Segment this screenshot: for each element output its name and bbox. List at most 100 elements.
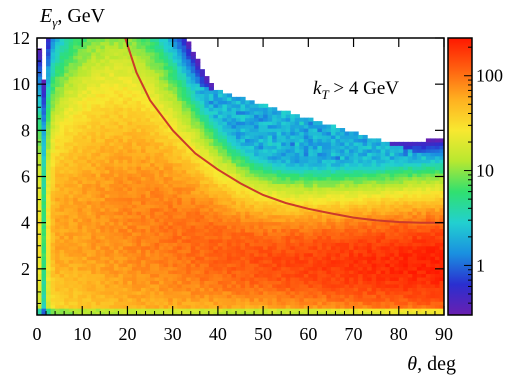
heatmap-cell xyxy=(281,224,287,230)
heatmap-cell xyxy=(285,228,291,233)
heatmap-cell xyxy=(208,228,214,233)
heatmap-cell xyxy=(181,86,187,91)
heatmap-cell xyxy=(330,245,337,250)
heatmap-cell xyxy=(353,152,359,157)
heatmap-cell xyxy=(339,283,346,288)
heatmap-cell xyxy=(150,221,156,226)
heatmap-cell xyxy=(349,173,355,178)
heatmap-cell xyxy=(50,283,56,288)
heatmap-cell xyxy=(59,269,65,275)
heatmap-cell xyxy=(330,186,337,191)
heatmap-cell xyxy=(235,235,242,240)
heatmap-cell xyxy=(159,51,165,56)
heatmap-cell xyxy=(303,280,309,285)
heatmap-cell xyxy=(64,311,70,315)
heatmap-cell xyxy=(145,96,151,101)
heatmap-cell xyxy=(136,58,142,63)
heatmap-cell xyxy=(172,186,178,191)
heatmap-cell xyxy=(172,124,178,129)
heatmap-cell xyxy=(68,117,74,122)
heatmap-cell xyxy=(276,197,282,202)
heatmap-cell xyxy=(150,224,156,230)
heatmap-cell xyxy=(131,218,138,223)
heatmap-cell xyxy=(59,96,65,101)
heatmap-cell xyxy=(208,96,214,101)
heatmap-cell xyxy=(240,162,246,167)
heatmap-cell xyxy=(240,214,246,219)
heatmap-cell xyxy=(308,211,314,216)
heatmap-cell xyxy=(86,100,92,105)
heatmap-cell xyxy=(104,107,110,112)
heatmap-cell xyxy=(127,138,133,143)
heatmap-cell xyxy=(335,176,341,181)
heatmap-cell xyxy=(190,121,196,126)
heatmap-cell xyxy=(95,58,101,63)
heatmap-cell xyxy=(59,100,65,105)
heatmap-cell xyxy=(127,259,133,264)
heatmap-cell xyxy=(150,207,156,212)
heatmap-cell xyxy=(349,269,355,275)
heatmap-cell xyxy=(95,211,101,216)
heatmap-cell xyxy=(181,121,187,126)
heatmap-cell xyxy=(353,190,359,195)
heatmap-cell xyxy=(37,207,43,212)
heatmap-cell xyxy=(303,259,309,264)
heatmap-cell xyxy=(113,152,119,157)
heatmap-cell xyxy=(55,304,61,309)
heatmap-cell xyxy=(249,114,255,119)
heatmap-cell xyxy=(240,159,246,164)
heatmap-cell xyxy=(131,259,138,264)
heatmap-cell xyxy=(308,183,314,188)
heatmap-cell xyxy=(235,207,242,212)
heatmap-cell xyxy=(335,276,341,281)
heatmap-cell xyxy=(254,283,260,288)
heatmap-cell xyxy=(159,69,165,74)
heatmap-cell xyxy=(82,110,88,115)
heatmap-cell xyxy=(95,117,101,122)
heatmap-cell xyxy=(86,179,92,185)
heatmap-cell xyxy=(290,186,296,191)
heatmap-cell xyxy=(263,204,269,209)
heatmap-cell xyxy=(77,259,83,264)
heatmap-cell xyxy=(358,245,364,250)
heatmap-cell xyxy=(64,200,70,205)
heatmap-cell xyxy=(326,283,332,288)
heatmap-cell xyxy=(64,114,70,119)
heatmap-cell xyxy=(141,131,147,136)
heatmap-cell xyxy=(349,235,355,240)
heatmap-cell xyxy=(222,214,228,219)
heatmap-cell xyxy=(267,256,273,261)
heatmap-cell xyxy=(127,134,133,140)
heatmap-cell xyxy=(104,183,110,188)
heatmap-cell xyxy=(141,211,147,216)
heatmap-cell xyxy=(73,117,79,122)
heatmap-cell xyxy=(172,173,178,178)
heatmap-cell xyxy=(64,86,70,91)
heatmap-cell xyxy=(290,266,296,271)
heatmap-cell xyxy=(235,301,242,306)
heatmap-cell xyxy=(199,96,205,101)
heatmap-cell xyxy=(240,145,246,150)
heatmap-cell xyxy=(177,214,183,219)
heatmap-cell xyxy=(113,207,119,212)
heatmap-cell xyxy=(330,297,337,302)
heatmap-cell xyxy=(349,148,355,153)
heatmap-cell xyxy=(326,193,332,198)
heatmap-cell xyxy=(335,280,341,285)
heatmap-cell xyxy=(59,134,65,140)
heatmap-cell xyxy=(141,269,147,275)
heatmap-cell xyxy=(113,263,119,268)
heatmap-cell xyxy=(281,242,287,247)
heatmap-cell xyxy=(73,290,79,295)
heatmap-cell xyxy=(349,256,355,261)
heatmap-cell xyxy=(100,190,106,195)
heatmap-cell xyxy=(177,224,183,230)
heatmap-cell xyxy=(154,110,160,115)
heatmap-cell xyxy=(122,131,129,136)
heatmap-cell xyxy=(217,179,224,185)
heatmap-cell xyxy=(131,107,138,112)
heatmap-cell xyxy=(326,138,332,143)
heatmap-cell xyxy=(358,224,364,230)
heatmap-cell xyxy=(349,259,355,264)
heatmap-cell xyxy=(104,245,110,250)
